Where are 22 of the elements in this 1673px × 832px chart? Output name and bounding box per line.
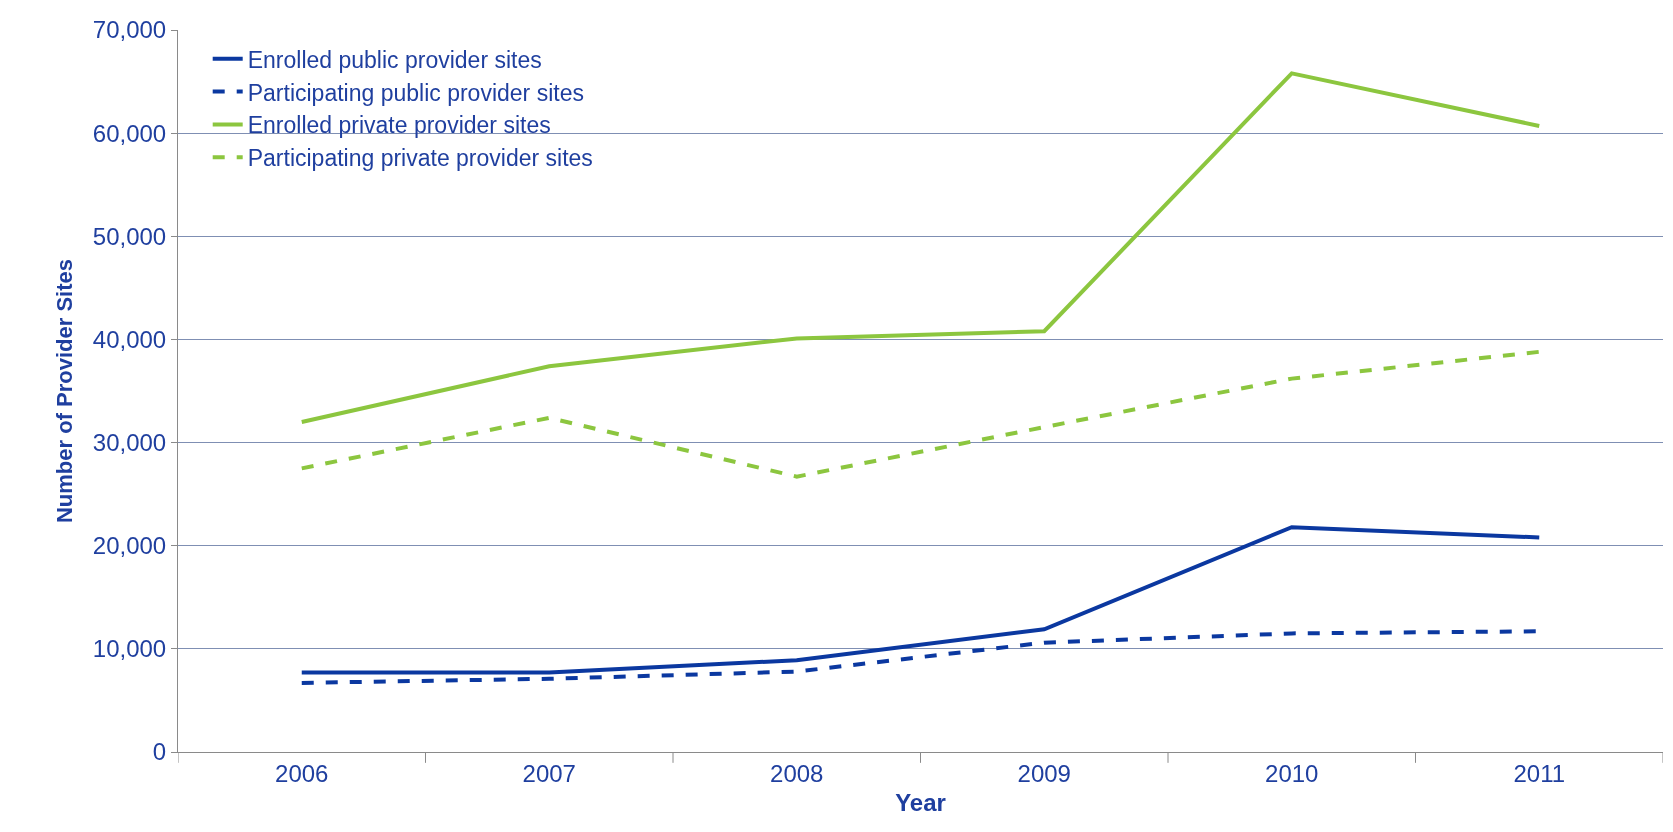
x-axis-title: Year [895, 789, 946, 817]
y-tick-label: 0 [152, 738, 167, 766]
legend-label: Enrolled public provider sites [247, 46, 542, 73]
legend-label: Participating private provider sites [247, 145, 593, 172]
line-series [299, 525, 1542, 675]
x-tick-label: 2010 [1265, 759, 1319, 787]
line-series [299, 349, 1542, 479]
y-tick-label: 40,000 [92, 325, 167, 353]
x-tick-label: 2009 [1017, 759, 1071, 787]
legend-label: Enrolled private provider sites [247, 112, 551, 139]
legend-label: Participating public provider sites [247, 79, 584, 106]
x-tick-label: 2006 [275, 759, 329, 787]
y-tick-label: 20,000 [92, 532, 167, 560]
y-tick-label: 70,000 [92, 16, 167, 44]
y-tick-label: 50,000 [92, 222, 167, 250]
y-tick-label: 10,000 [92, 635, 167, 663]
x-tick-label: 2007 [522, 759, 576, 787]
x-tick-label: 2008 [770, 759, 824, 787]
x-tick-label: 2011 [1513, 759, 1566, 787]
y-tick-label: 30,000 [92, 428, 167, 456]
y-tick-label: 60,000 [92, 119, 167, 147]
y-axis-title: Number of Provider Sites [51, 258, 77, 524]
